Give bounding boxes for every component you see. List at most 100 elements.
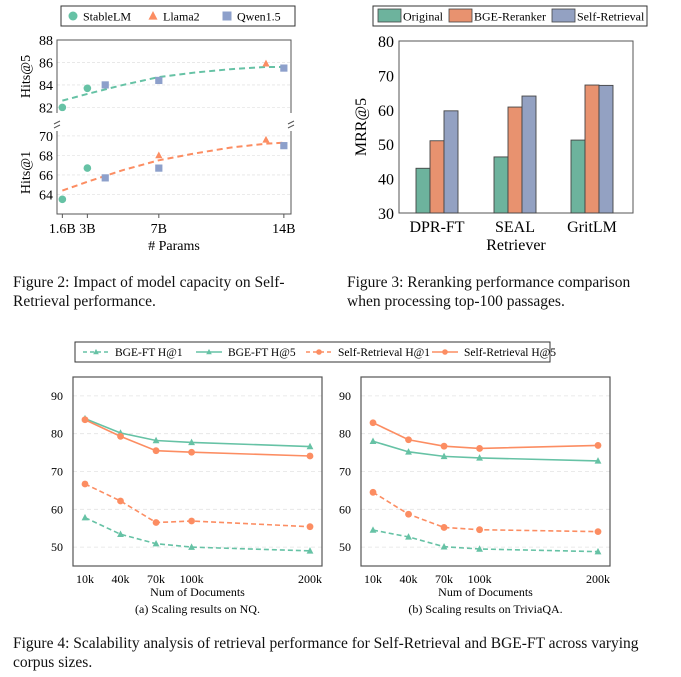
x-tick-label: 70k	[435, 572, 453, 586]
legend-label: Self-Retrieval H@5	[464, 347, 556, 359]
point-qwen1.5	[280, 142, 288, 150]
y-tick-label: 80	[51, 427, 63, 441]
legend-label: Self-Retrieval H@1	[338, 347, 430, 359]
legend-label: Llama2	[163, 10, 200, 24]
legend-marker	[206, 348, 212, 355]
legend-label: Qwen1.5	[237, 10, 281, 24]
plot-frame	[360, 376, 611, 567]
fig4-caption: Figure 4: Scalability analysis of retrie…	[13, 635, 639, 671]
legend-swatch-self-retrieval	[551, 8, 576, 23]
x-tick-label: 10k	[364, 572, 382, 586]
data-point	[369, 419, 377, 427]
y-tick-label: 70	[51, 465, 63, 479]
y-tick-label: 60	[339, 502, 351, 516]
legend-label: StableLM	[83, 10, 131, 24]
y-tick-label: 50	[51, 540, 63, 554]
bar-original-dpr-ft	[415, 167, 431, 214]
x-tick-label: SEAL	[495, 219, 535, 236]
x-tick-label: 14B	[272, 222, 295, 237]
y-tick-label: 50	[339, 540, 351, 554]
x-tick-label: 200k	[586, 572, 610, 586]
data-point	[440, 542, 448, 550]
data-point	[152, 539, 160, 547]
trend-line	[62, 141, 284, 192]
fig3-bar-chart: Original BGE-Reranker Self-Retrieval 30 40 50…	[353, 5, 648, 254]
y-tick-label: 80	[339, 427, 351, 441]
data-point	[152, 519, 160, 526]
data-point	[188, 438, 195, 446]
y-axis-label: Hits@1	[19, 151, 34, 194]
legend-marker	[93, 348, 99, 355]
x-tick-label: 7B	[151, 222, 167, 237]
data-point	[188, 448, 195, 456]
bar-self-retrieval-seal	[521, 95, 537, 214]
fig4-panel-2: 50 60 70 80 90 10k 40k 70k 100k 200k Num of Docume…	[339, 376, 611, 616]
data-point	[306, 523, 314, 531]
trend-line	[62, 65, 284, 102]
legend-label: BGE-Reranker	[474, 10, 546, 24]
data-point	[188, 543, 195, 550]
y-axis-label: MRR@5	[353, 98, 370, 156]
bar-bge-reranker-dpr-ft	[429, 140, 445, 214]
fig4-line-chart: BGE-FT H@1 BGE-FT H@5 Self-Retrieval H@1 Se…	[51, 341, 611, 616]
series-line-bge-ft-h-1	[372, 529, 599, 553]
y-tick-label: 60	[51, 502, 63, 516]
fig3-legend-box	[372, 5, 648, 27]
series-line-bge-ft-h-5	[84, 417, 311, 448]
legend-marker-llama2	[148, 11, 158, 20]
fig2-scatter-chart: StableLM Llama2 Qwen1.582848688Hits@564666…	[19, 5, 296, 254]
y-tick-label: 84	[39, 79, 53, 94]
fig3-legend: Original BGE-Reranker Self-Retrieval	[372, 5, 648, 27]
bar-original-gritlm	[570, 139, 586, 214]
legend-marker	[316, 349, 322, 355]
y-tick-label: 66	[39, 169, 53, 184]
x-tick-label: 100k	[468, 572, 492, 586]
fig2-caption: Figure 2: Impact of model capacity on Se…	[13, 274, 285, 310]
data-point	[117, 497, 124, 505]
legend-marker	[442, 349, 448, 355]
point-qwen1.5	[280, 64, 288, 72]
data-point	[440, 452, 448, 460]
fig4-panel-1: 50 60 70 80 90 10k 40k 70k 100k 200k Num of Docume…	[51, 376, 323, 616]
y-tick-label: 64	[39, 188, 53, 203]
x-axis-label: Num of Documents	[438, 585, 533, 599]
bar-self-retrieval-dpr-ft	[443, 110, 459, 214]
x-axis-label: Num of Documents	[150, 585, 245, 599]
data-point	[440, 442, 448, 450]
point-qwen1.5	[155, 76, 163, 85]
point-qwen1.5	[101, 81, 109, 89]
x-tick-label: 1.6B	[49, 222, 76, 237]
x-tick-label: 3B	[79, 222, 95, 237]
legend-label: BGE-FT H@1	[115, 347, 183, 359]
data-point	[306, 547, 314, 554]
point-stablelm	[58, 103, 67, 112]
y-tick-label: 40	[378, 172, 394, 189]
plot-frame	[72, 376, 323, 567]
bar-bge-reranker-gritlm	[584, 84, 600, 214]
series-line-bge-ft-h-5	[372, 440, 599, 462]
y-tick-label: 82	[39, 101, 53, 116]
data-point	[476, 454, 483, 461]
data-point	[306, 442, 314, 450]
legend-label: BGE-FT H@5	[228, 347, 296, 359]
x-tick-label: 10k	[76, 572, 94, 586]
legend-swatch-original	[377, 8, 402, 23]
data-point	[476, 526, 483, 534]
x-axis-label: # Params	[148, 239, 200, 254]
y-tick-label: 50	[378, 137, 394, 154]
point-qwen1.5	[155, 164, 163, 172]
data-point	[306, 452, 314, 460]
data-point	[117, 432, 124, 440]
y-tick-label: 30	[378, 206, 394, 223]
data-point	[440, 524, 448, 531]
data-point	[188, 517, 195, 525]
data-point	[405, 436, 412, 444]
series-line-self-retrieval-h-1	[372, 491, 599, 533]
axis-break-mark	[287, 120, 295, 129]
data-point	[152, 436, 160, 444]
data-point	[594, 528, 602, 536]
point-llama2	[262, 135, 270, 143]
axis-frame	[56, 39, 292, 113]
data-point	[476, 445, 483, 452]
y-tick-label: 60	[378, 103, 394, 120]
